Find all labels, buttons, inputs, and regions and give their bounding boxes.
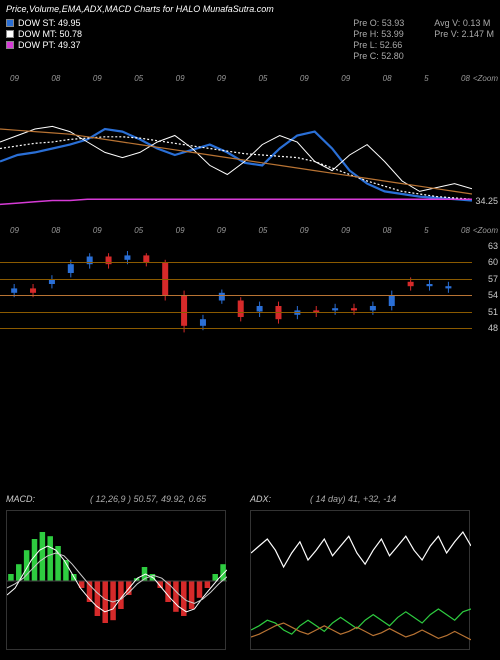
- stats: Pre O: 53.93Pre H: 53.99Pre L: 52.66Pre …: [353, 18, 494, 61]
- date-tick: 09: [217, 226, 226, 235]
- legend-swatch: [6, 30, 14, 38]
- candle-y-label: 60: [488, 257, 498, 267]
- price-y-label: 34.25: [475, 196, 498, 206]
- legend-swatch: [6, 19, 14, 27]
- date-tick: 09: [93, 74, 102, 83]
- dow-item: DOW ST: 49.95: [6, 18, 82, 28]
- stat-value: Pre L: 52.66: [353, 40, 404, 50]
- legend-label: DOW MT: 50.78: [18, 29, 82, 39]
- date-tick: 09: [93, 226, 102, 235]
- zoom-label-top: <Zoom: [473, 74, 498, 83]
- dow-item: DOW PT: 49.37: [6, 40, 82, 50]
- date-tick: 08: [461, 226, 470, 235]
- date-tick: 08: [383, 226, 392, 235]
- date-tick: 08: [383, 74, 392, 83]
- date-tick: 5: [424, 74, 428, 83]
- date-tick: 09: [176, 226, 185, 235]
- candle-y-label: 48: [488, 323, 498, 333]
- date-tick: 09: [341, 226, 350, 235]
- stat-value: Pre C: 52.80: [353, 51, 404, 61]
- macd-panel: [6, 510, 226, 650]
- chart-title: Price,Volume,EMA,ADX,MACD Charts for HAL…: [6, 4, 274, 14]
- date-tick: 09: [10, 226, 19, 235]
- stats-col-2: Avg V: 0.13 MPre V: 2.147 M: [434, 18, 494, 61]
- stat-value: Pre V: 2.147 M: [434, 29, 494, 39]
- date-tick: 05: [134, 74, 143, 83]
- date-tick: 08: [51, 226, 60, 235]
- grid-line: [0, 328, 472, 329]
- stat-value: Avg V: 0.13 M: [434, 18, 494, 28]
- adx-panel: [250, 510, 470, 650]
- date-tick: 05: [258, 74, 267, 83]
- date-tick: 09: [341, 74, 350, 83]
- date-tick: 05: [134, 226, 143, 235]
- legend-swatch: [6, 41, 14, 49]
- macd-label: MACD:: [6, 494, 35, 504]
- date-axis-top: 09 08 09 05 09 09 05 09 09 08 5 08: [10, 74, 470, 83]
- dow-list: DOW ST: 49.95DOW MT: 50.78DOW PT: 49.37: [6, 18, 82, 61]
- macd-params: ( 12,26,9 ) 50.57, 49.92, 0.65: [90, 494, 206, 504]
- candle-y-label: 54: [488, 290, 498, 300]
- price-chart: [0, 90, 500, 220]
- date-axis-mid: 09 08 09 05 09 09 05 09 09 08 5 08: [10, 226, 470, 235]
- stat-value: Pre O: 53.93: [353, 18, 404, 28]
- adx-label: ADX:: [250, 494, 271, 504]
- stats-col-1: Pre O: 53.93Pre H: 53.99Pre L: 52.66Pre …: [353, 18, 404, 61]
- zoom-label-bot: <Zoom: [473, 226, 498, 235]
- adx-params: ( 14 day) 41, +32, -14: [310, 494, 396, 504]
- legend-label: DOW PT: 49.37: [18, 40, 81, 50]
- date-tick: 05: [258, 226, 267, 235]
- date-tick: 09: [217, 74, 226, 83]
- dow-item: DOW MT: 50.78: [6, 29, 82, 39]
- grid-line: [0, 312, 472, 313]
- date-tick: 5: [424, 226, 428, 235]
- date-tick: 08: [461, 74, 470, 83]
- candle-y-label: 51: [488, 307, 498, 317]
- legend-label: DOW ST: 49.95: [18, 18, 81, 28]
- header: DOW ST: 49.95DOW MT: 50.78DOW PT: 49.37 …: [6, 18, 494, 61]
- date-tick: 09: [300, 74, 309, 83]
- grid-line: [0, 262, 472, 263]
- date-tick: 09: [10, 74, 19, 83]
- candle-y-label: 57: [488, 274, 498, 284]
- date-tick: 09: [300, 226, 309, 235]
- grid-line: [0, 279, 472, 280]
- date-tick: 08: [51, 74, 60, 83]
- date-tick: 09: [176, 74, 185, 83]
- grid-line: [0, 295, 472, 296]
- candle-y-label: 63: [488, 241, 498, 251]
- stat-value: Pre H: 53.99: [353, 29, 404, 39]
